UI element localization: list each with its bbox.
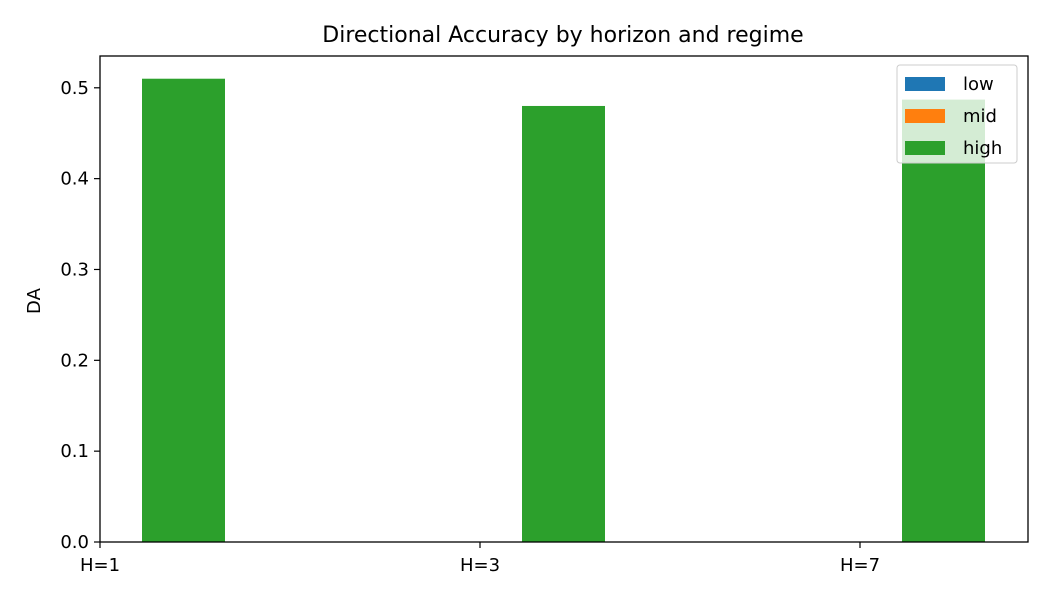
ticks-layer: 0.0 0.1 0.2 0.3 0.4 0.5 H=1 H=3 H=7 — [60, 78, 880, 576]
y-axis-label: DA — [24, 287, 45, 314]
x-tick-label: H=3 — [460, 555, 500, 576]
y-tick-label: 0.2 — [60, 350, 89, 371]
y-tick-label: 0.4 — [60, 169, 89, 190]
y-tick-label: 0.1 — [60, 441, 89, 462]
y-tick-label: 0.5 — [60, 78, 89, 99]
bars-layer — [142, 78, 985, 543]
y-tick-label: 0.3 — [60, 259, 89, 280]
bar-high-h7 — [902, 99, 985, 543]
chart-title: Directional Accuracy by horizon and regi… — [322, 23, 803, 48]
legend-swatch-low — [905, 77, 945, 91]
x-tick-label: H=7 — [840, 555, 880, 576]
x-tick-label: H=1 — [80, 555, 120, 576]
bar-high-h1 — [142, 78, 225, 543]
legend-swatch-high — [905, 141, 945, 155]
legend-label-high: high — [963, 138, 1002, 159]
legend-label-mid: mid — [963, 106, 997, 127]
legend: low mid high — [896, 64, 1018, 164]
bar-high-h3 — [522, 105, 605, 542]
y-tick-label: 0.0 — [60, 532, 89, 553]
legend-label-low: low — [963, 74, 994, 95]
legend-swatch-mid — [905, 109, 945, 123]
plot-frame — [99, 55, 1029, 543]
